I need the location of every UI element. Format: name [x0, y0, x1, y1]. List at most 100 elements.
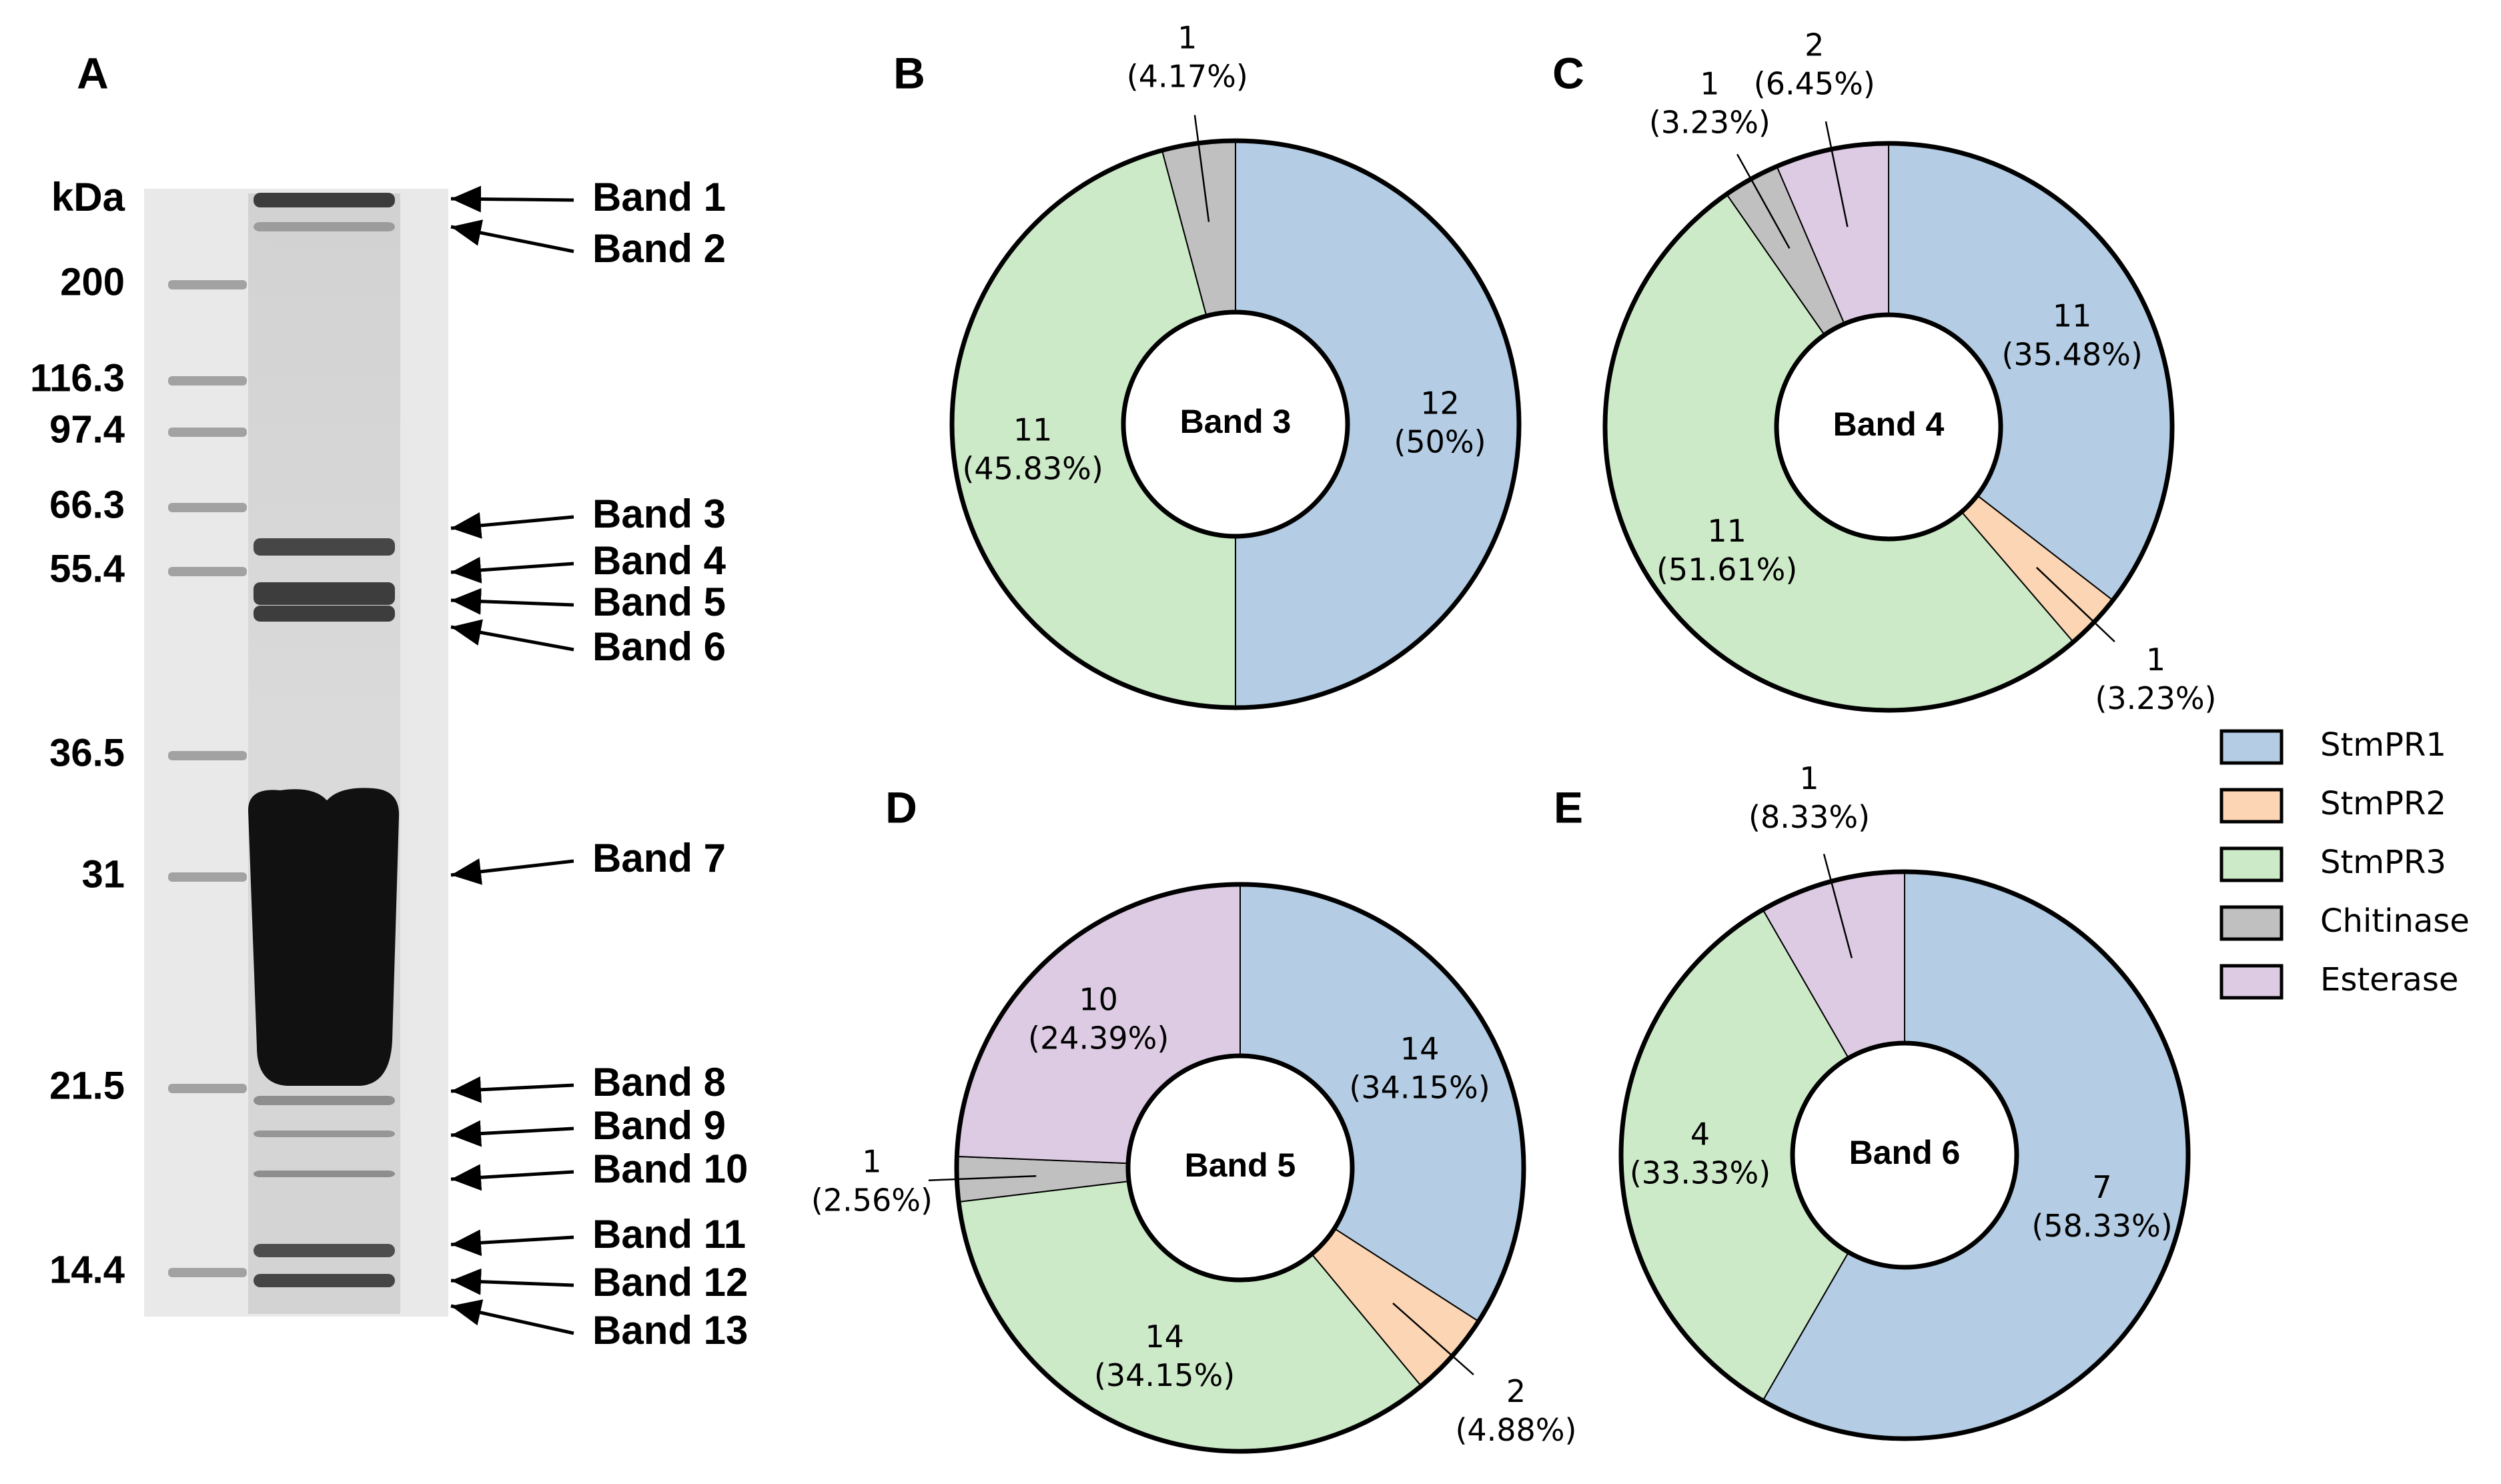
percent-label: (34.15%) — [1094, 1357, 1235, 1393]
ladder-band — [168, 567, 247, 576]
band-label: Band 3 — [592, 492, 726, 536]
band-label: Band 11 — [592, 1212, 746, 1257]
count-label: 1 — [862, 1144, 881, 1180]
center-label: Band 6 — [1849, 1134, 1961, 1171]
legend-label: StmPR3 — [2320, 844, 2446, 881]
legend-swatch — [2219, 788, 2284, 824]
arrow — [450, 1076, 574, 1103]
marker-label: 97.4 — [49, 408, 125, 451]
sample-band — [254, 222, 395, 231]
count-label: 11 — [1707, 513, 1746, 549]
legend-label: Chitinase — [2320, 902, 2470, 940]
band-label: Band 6 — [592, 624, 726, 669]
percent-label: (51.61%) — [1656, 552, 1797, 588]
donut-outline — [954, 882, 1526, 1454]
leader-line — [928, 1175, 1037, 1181]
ladder-band — [168, 1268, 247, 1277]
ladder-band — [168, 872, 247, 882]
leader-line — [1193, 115, 1210, 222]
legend-label: StmPR2 — [2320, 785, 2446, 822]
sample-band — [254, 1274, 395, 1287]
arrow — [450, 185, 574, 213]
leader-line — [1825, 121, 1849, 227]
band-label: Band 9 — [592, 1103, 726, 1148]
leader-line — [1736, 153, 1791, 249]
panel-letter: C — [1552, 48, 1584, 97]
marker-label: 55.4 — [49, 547, 125, 590]
percent-label: (4.88%) — [1455, 1412, 1576, 1448]
marker-label: 116.3 — [30, 356, 125, 400]
legend-label: StmPR1 — [2320, 726, 2446, 764]
arrow — [450, 556, 574, 584]
percent-label: (4.17%) — [1127, 59, 1248, 95]
marker-label: 200 — [60, 260, 125, 303]
percent-label: (33.33%) — [1630, 1155, 1771, 1191]
legend-swatch — [2219, 846, 2284, 882]
band-label: Band 2 — [592, 226, 726, 271]
sample-band — [254, 193, 395, 207]
legend-swatch — [2219, 964, 2284, 1000]
count-label: 10 — [1079, 981, 1118, 1017]
band-label: Band 7 — [592, 836, 726, 880]
sample-band — [254, 582, 395, 605]
count-label: 4 — [1690, 1116, 1710, 1152]
count-label: 14 — [1145, 1319, 1184, 1355]
panel-letter: B — [893, 48, 925, 97]
arrow — [450, 858, 574, 885]
count-label: 7 — [2092, 1169, 2111, 1205]
sample-band — [254, 1096, 395, 1105]
unit-label: kDa — [51, 175, 125, 219]
count-label: 11 — [2053, 297, 2092, 333]
sample-band — [254, 538, 395, 556]
donut-outline — [949, 138, 1522, 710]
ladder-band — [168, 376, 247, 386]
ladder-band — [168, 428, 247, 437]
arrow — [450, 219, 574, 253]
marker-label: 66.3 — [49, 483, 125, 526]
count-label: 2 — [1805, 27, 1824, 63]
percent-label: (3.23%) — [2095, 680, 2216, 716]
percent-label: (2.56%) — [811, 1183, 933, 1219]
sample-band — [254, 1244, 395, 1257]
ladder-band — [168, 280, 247, 289]
count-label: 1 — [2146, 642, 2165, 678]
percent-label: (24.39%) — [1028, 1020, 1169, 1056]
count-label: 1 — [1177, 20, 1197, 56]
panel-letter: D — [885, 782, 917, 832]
donut-hole — [1790, 1040, 2019, 1270]
center-label: Band 5 — [1185, 1147, 1296, 1184]
count-label: 12 — [1420, 386, 1460, 422]
ladder-band — [168, 751, 247, 760]
marker-label: 21.5 — [49, 1064, 125, 1107]
percent-label: (3.23%) — [1649, 104, 1771, 140]
band-label: Band 8 — [592, 1060, 726, 1104]
percent-label: (58.33%) — [2031, 1208, 2172, 1244]
band-label: Band 13 — [592, 1308, 748, 1353]
leader-line — [1823, 854, 1853, 958]
sample-band — [254, 1171, 395, 1177]
band-label: Band 12 — [592, 1260, 748, 1305]
donut-outline — [1618, 869, 2191, 1441]
band-label: Band 5 — [592, 580, 726, 624]
sample-lane — [248, 193, 400, 1314]
marker-label: 31 — [81, 852, 125, 896]
legend-swatch — [2219, 905, 2284, 941]
arrow — [450, 512, 574, 539]
donut-hole — [1125, 1053, 1355, 1283]
percent-label: (34.15%) — [1349, 1070, 1490, 1106]
arrow — [450, 1120, 574, 1147]
donut-hole — [1121, 309, 1350, 539]
sample-band — [254, 606, 395, 622]
donut-hole — [1774, 312, 2003, 542]
percent-label: (35.48%) — [2002, 336, 2143, 372]
arrow — [450, 1299, 574, 1335]
band-label: Band 1 — [592, 175, 726, 219]
percent-label: (50%) — [1394, 424, 1486, 460]
arrow — [450, 1164, 574, 1191]
count-label: 2 — [1506, 1373, 1526, 1409]
donut-outline — [1602, 141, 2175, 713]
legend-label: Esterase — [2320, 961, 2458, 998]
center-label: Band 3 — [1180, 403, 1292, 440]
